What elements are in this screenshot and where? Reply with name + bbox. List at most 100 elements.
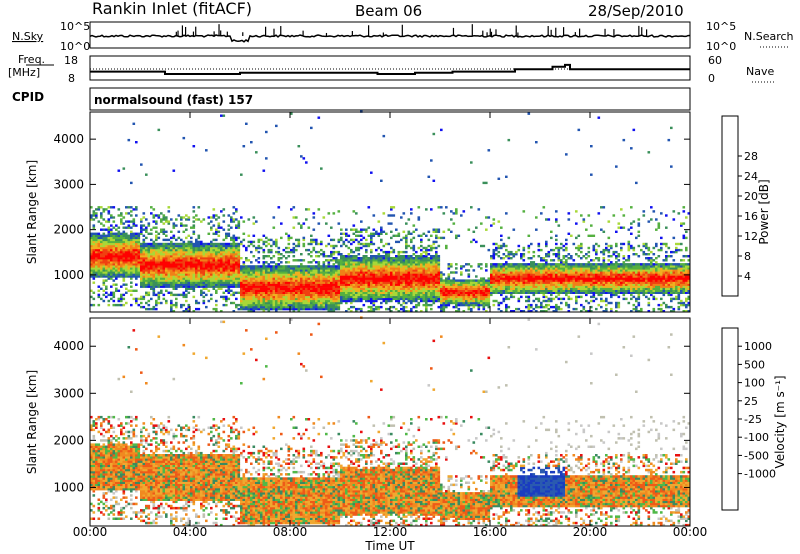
- power-cell: [160, 257, 163, 260]
- power-cell: [125, 248, 128, 252]
- power-cell: [515, 265, 518, 268]
- power-cell: [360, 228, 363, 231]
- power-cell: [172, 234, 176, 237]
- power-cell: [410, 289, 413, 292]
- power-cell: [232, 269, 236, 272]
- power-cell: [510, 263, 513, 266]
- power-cell: [310, 250, 313, 254]
- power-cell: [180, 269, 183, 272]
- power-cell: [425, 301, 428, 305]
- power-cell: [147, 293, 151, 297]
- power-cell: [117, 289, 121, 292]
- power-cell: [97, 285, 101, 288]
- power-cell: [370, 285, 373, 288]
- power-cell: [160, 259, 163, 262]
- power-cell: [340, 295, 343, 299]
- power-cell: [140, 250, 143, 254]
- power-cell: [110, 261, 113, 264]
- power-cell: [522, 267, 526, 270]
- power-cell: [422, 263, 426, 266]
- power-cell: [277, 271, 281, 274]
- power-cell: [155, 273, 158, 276]
- power-cell: [310, 287, 313, 290]
- power-cell: [92, 212, 96, 215]
- power-cell: [120, 236, 123, 240]
- power-cell: [492, 275, 496, 278]
- power-cell: [402, 230, 406, 233]
- power-cell: [327, 310, 331, 313]
- power-cell: [127, 238, 131, 242]
- power-cell: [337, 287, 341, 290]
- power-cell: [210, 285, 213, 288]
- power-cell: [407, 285, 411, 288]
- power-cell: [342, 295, 346, 299]
- power-cell: [297, 291, 301, 294]
- power-cell: [417, 216, 421, 219]
- power-cell: [177, 255, 181, 258]
- power-cell: [122, 230, 126, 233]
- power-cell: [102, 218, 106, 221]
- power-cell: [335, 287, 338, 290]
- power-cell: [502, 269, 506, 272]
- power-cell: [310, 275, 313, 278]
- power-cell: [252, 285, 256, 288]
- power-cell: [427, 263, 431, 266]
- power-cell: [345, 265, 348, 268]
- power-cell: [152, 226, 156, 229]
- power-cell: [410, 238, 413, 242]
- power-cell: [370, 248, 373, 252]
- power-cell: [435, 269, 438, 272]
- power-cell: [372, 279, 376, 282]
- power-cell: [447, 289, 451, 292]
- power-cell: [387, 257, 391, 260]
- power-cell: [112, 232, 116, 235]
- power-cell: [242, 301, 246, 305]
- power-cell: [280, 253, 283, 256]
- power-cell: [192, 230, 196, 233]
- power-cell: [307, 287, 311, 290]
- power-cell: [292, 267, 296, 270]
- power-cell: [165, 273, 168, 276]
- power-cell: [290, 269, 293, 272]
- power-cell: [447, 228, 451, 231]
- power-cell: [437, 281, 441, 284]
- power-cell: [315, 261, 318, 264]
- power-cell: [382, 255, 386, 258]
- power-cell: [375, 287, 378, 290]
- power-cell: [435, 263, 438, 266]
- power-cell: [167, 248, 171, 252]
- power-cell: [300, 287, 303, 290]
- power-cell: [232, 261, 236, 264]
- power-cell: [317, 307, 321, 311]
- power-cell: [135, 214, 138, 217]
- power-cell: [432, 257, 436, 260]
- power-cell: [140, 267, 143, 270]
- power-cell: [407, 291, 411, 294]
- power-cell: [360, 285, 363, 288]
- power-cell: [330, 293, 333, 297]
- power-cell: [245, 295, 248, 299]
- power-cell: [125, 226, 128, 229]
- power-cell: [407, 273, 411, 276]
- power-cell: [190, 283, 193, 286]
- power-cell: [445, 293, 448, 297]
- power-cell: [267, 271, 271, 274]
- power-cell: [127, 206, 131, 209]
- power-cell: [317, 275, 321, 278]
- power-cell: [97, 263, 101, 266]
- power-cell: [407, 271, 411, 274]
- power-cell: [257, 287, 261, 290]
- power-cell: [287, 287, 291, 290]
- power-cell: [277, 259, 281, 262]
- power-cell: [322, 295, 326, 299]
- power-cell: [95, 273, 98, 276]
- power-cell: [312, 265, 316, 268]
- power-cell: [227, 271, 231, 274]
- power-cell: [247, 283, 251, 286]
- power-cell: [125, 206, 128, 209]
- power-cell: [197, 265, 201, 268]
- power-cell: [280, 279, 283, 282]
- power-cell: [305, 301, 308, 305]
- power-cell: [162, 279, 166, 282]
- power-cell: [270, 301, 273, 305]
